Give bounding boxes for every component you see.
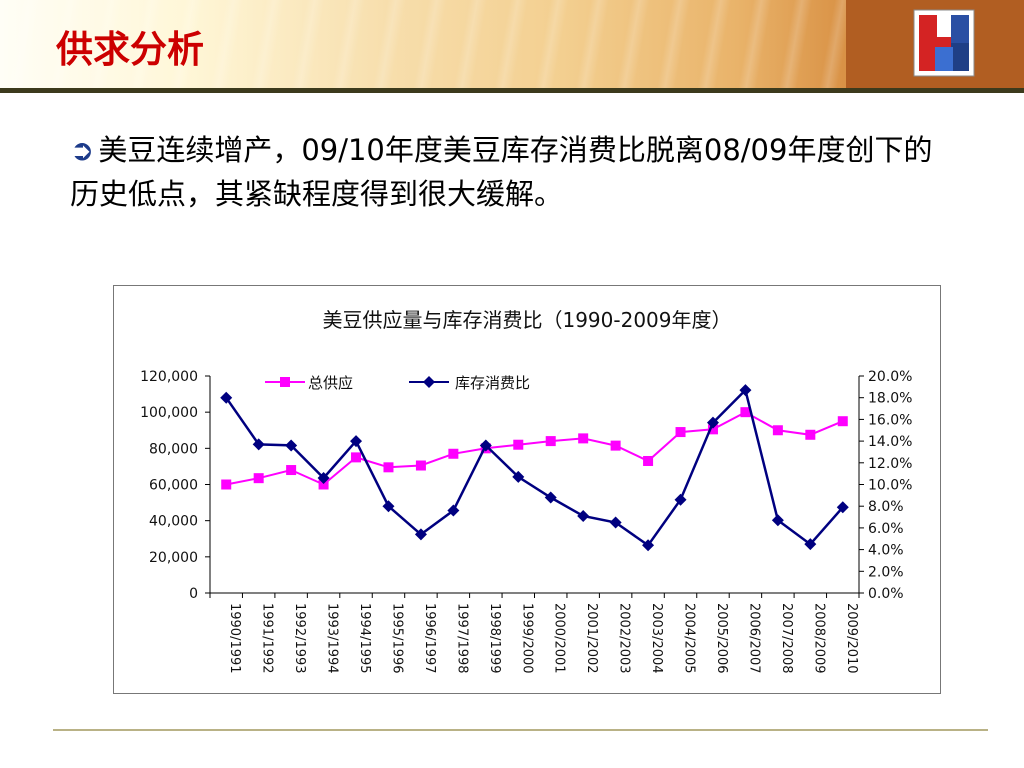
x-axis-category-label: 2002/2003	[617, 603, 632, 674]
stock-ratio-point	[771, 514, 784, 527]
x-axis-category-label: 2006/2007	[746, 603, 761, 674]
bullet-point: ➲ 美豆连续增产，09/10年度美豆库存消费比脱离08/09年度创下的历史低点，其…	[70, 128, 960, 216]
total-supply-point	[318, 479, 329, 490]
x-axis-category-label: 1994/1995	[357, 603, 372, 674]
x-axis-category-label: 1990/1991	[227, 603, 242, 674]
stock-ratio-point	[674, 493, 687, 506]
stock-ratio-point	[479, 439, 492, 452]
total-supply-point	[513, 439, 524, 450]
x-axis-category-label: 1995/1996	[389, 603, 404, 674]
legend-marker	[423, 376, 435, 388]
total-supply-point	[448, 448, 459, 459]
slide-title: 供求分析	[56, 27, 204, 71]
total-supply-point	[772, 425, 783, 436]
total-supply-point	[675, 427, 686, 438]
x-axis-category-label: 1999/2000	[519, 603, 534, 674]
left-axis-tick-label: 60,000	[149, 478, 198, 494]
chart-title: 美豆供应量与库存消费比（1990-2009年度）	[322, 308, 731, 332]
stock-ratio-point	[252, 438, 265, 451]
total-supply-point	[545, 436, 556, 447]
left-axis-tick-label: 0	[189, 586, 198, 602]
total-supply-point	[707, 424, 718, 435]
stock-ratio-point	[739, 384, 752, 397]
legend-marker	[280, 377, 290, 387]
x-axis-category-label: 1998/1999	[487, 603, 502, 674]
right-axis-tick-label: 18.0%	[868, 391, 912, 407]
stock-ratio-point	[220, 391, 233, 404]
chart-legend: 总供应 库存消费比	[265, 374, 530, 392]
left-axis-tick-label: 120,000	[140, 369, 198, 385]
total-supply-point	[351, 452, 362, 463]
stock-ratio-point	[836, 501, 849, 514]
x-axis-category-label: 2003/2004	[649, 603, 664, 674]
stock-ratio-point	[544, 491, 557, 504]
right-axis-tick-label: 14.0%	[868, 434, 912, 450]
bullet-text: 美豆连续增产，09/10年度美豆库存消费比脱离08/09年度创下的历史低点，其紧…	[70, 133, 933, 211]
total-supply-point	[610, 440, 621, 451]
plot-area: 0 20,000 40,000 60,000 80,000 100,000 120,000 0…	[140, 369, 912, 674]
right-axis-tick-label: 20.0%	[868, 369, 912, 385]
x-axis-category-label: 2008/2009	[811, 603, 826, 674]
right-axis-tick-label: 16.0%	[868, 412, 912, 428]
company-logo-icon	[913, 9, 975, 81]
chart-svg: 美豆供应量与库存消费比（1990-2009年度） 0 20,000 40,000 60…	[113, 285, 941, 694]
right-axis-tick-label: 12.0%	[868, 456, 912, 472]
total-supply-point	[286, 465, 297, 476]
legend-label: 总供应	[308, 374, 353, 392]
stock-ratio-point	[804, 538, 817, 551]
stock-ratio-point	[512, 470, 525, 483]
left-axis-tick-label: 80,000	[149, 441, 198, 457]
legend-label: 库存消费比	[455, 374, 530, 392]
x-axis-category-label: 2005/2006	[714, 603, 729, 674]
total-supply-point	[253, 473, 264, 484]
total-supply-point	[740, 407, 751, 418]
x-axis-category-label: 2007/2008	[779, 603, 794, 674]
supply-ratio-chart: 美豆供应量与库存消费比（1990-2009年度） 0 20,000 40,000 60…	[113, 285, 941, 694]
total-supply-point	[643, 455, 654, 466]
x-axis-category-label: 1993/1994	[325, 603, 340, 674]
series-line-stock-ratio	[225, 387, 844, 548]
right-axis-tick-label: 10.0%	[868, 478, 912, 494]
right-axis-tick-label: 8.0%	[868, 499, 904, 515]
x-axis-category-label: 2004/2005	[682, 603, 697, 674]
chart-border	[113, 285, 941, 694]
x-axis-category-label: 1991/1992	[260, 603, 275, 674]
right-axis-tick-label: 2.0%	[868, 564, 904, 580]
total-supply-point	[578, 433, 589, 444]
left-axis-tick-label: 100,000	[140, 405, 198, 421]
footer-divider	[53, 729, 988, 731]
right-axis-tick-label: 0.0%	[868, 586, 904, 602]
stock-ratio-point	[447, 504, 460, 517]
x-axis-category-label: 1997/1998	[454, 603, 469, 674]
x-axis-category-label: 2001/2002	[584, 603, 599, 674]
left-axis-tick-label: 40,000	[149, 514, 198, 530]
total-supply-point	[383, 462, 394, 473]
total-supply-point	[837, 416, 848, 427]
header-rule	[0, 88, 1024, 93]
stock-ratio-point	[414, 528, 427, 541]
x-axis-category-label: 2000/2001	[552, 603, 567, 674]
right-axis-tick-label: 4.0%	[868, 543, 904, 559]
total-supply-point	[805, 429, 816, 440]
series-line-total-supply	[226, 411, 844, 486]
stock-ratio-point	[642, 539, 655, 552]
stock-ratio-point	[382, 500, 395, 513]
left-axis-tick-label: 20,000	[149, 550, 198, 566]
total-supply-point	[415, 460, 426, 471]
x-axis-category-label: 2009/2010	[844, 603, 859, 674]
x-axis-category-label: 1992/1993	[292, 603, 307, 674]
arrow-right-circle-icon: ➲	[70, 133, 95, 167]
stock-ratio-point	[350, 435, 363, 448]
x-axis-category-label: 1996/1997	[422, 603, 437, 674]
stock-ratio-point	[609, 516, 622, 529]
total-supply-point	[221, 479, 232, 490]
stock-ratio-point	[317, 471, 330, 484]
stock-ratio-point	[285, 439, 298, 452]
right-axis-tick-label: 6.0%	[868, 521, 904, 537]
stock-ratio-point	[706, 416, 719, 429]
